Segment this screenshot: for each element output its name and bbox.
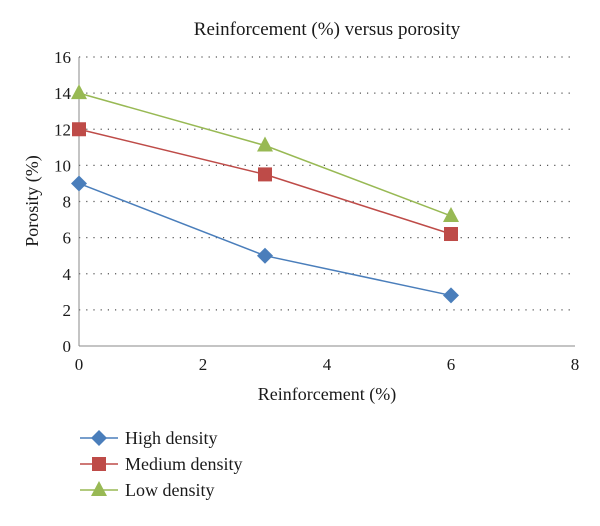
y-tick-label: 14: [54, 84, 72, 103]
series-lines: [71, 84, 459, 304]
legend-marker-high-density: [91, 430, 107, 446]
x-axis-label: Reinforcement (%): [258, 384, 396, 405]
data-point-low-density: [443, 206, 459, 222]
data-point-high-density: [443, 287, 459, 304]
legend-label-high-density: High density: [125, 428, 218, 448]
gridlines: [79, 56, 575, 311]
data-point-low-density: [71, 84, 87, 100]
y-tick-label: 16: [54, 48, 71, 67]
data-point-medium-density: [72, 122, 86, 137]
y-tick-label: 6: [63, 229, 72, 248]
data-point-low-density: [257, 136, 273, 152]
series-line-low-density: [78, 92, 452, 217]
data-point-medium-density: [258, 167, 272, 182]
y-tick-label: 12: [54, 120, 71, 139]
chart-title: Reinforcement (%) versus porosity: [194, 19, 461, 40]
y-tick-label: 2: [63, 301, 72, 320]
series-line-high-density: [78, 182, 452, 297]
y-tick-label: 8: [63, 193, 72, 212]
tick-labels: 0 2 4 6 8 10 12 14 16 0 2 4 6 8: [54, 48, 579, 374]
legend: High density Medium density Low density: [80, 428, 243, 500]
y-axis-label: Porosity (%): [22, 155, 43, 247]
x-tick-label: 8: [571, 355, 580, 374]
data-point-high-density: [71, 175, 87, 192]
x-tick-label: 6: [447, 355, 456, 374]
x-tick-label: 2: [199, 355, 208, 374]
x-tick-label: 4: [323, 355, 332, 374]
legend-marker-low-density: [91, 481, 107, 496]
legend-marker-medium-density: [92, 457, 106, 471]
data-point-medium-density: [444, 227, 458, 242]
y-tick-label: 0: [63, 337, 72, 356]
legend-label-low-density: Low density: [125, 480, 215, 500]
axes: [78, 57, 575, 347]
data-point-high-density: [257, 247, 273, 264]
y-tick-label: 10: [54, 156, 71, 175]
legend-label-medium-density: Medium density: [125, 454, 243, 474]
x-tick-label: 0: [75, 355, 84, 374]
y-tick-label: 4: [63, 265, 72, 284]
